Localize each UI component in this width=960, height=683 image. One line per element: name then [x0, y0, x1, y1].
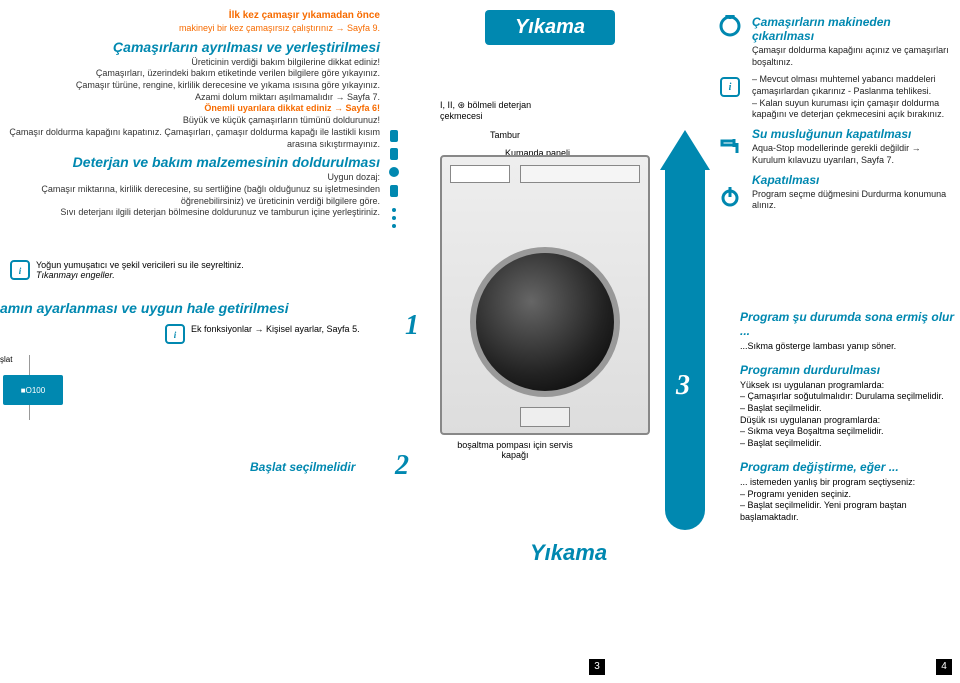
callout-drawer: I, II, ⊛ bölmeli deterjan çekmecesi [440, 100, 560, 121]
tap-header: Su musluğunun kapatılması [752, 127, 956, 141]
stop-b2f: – Başlat seçilmelidir. [740, 438, 955, 450]
arrow-head-icon [660, 130, 710, 170]
remove-i1a: – Mevcut olması muhtemel yabancı maddele… [752, 74, 956, 97]
stop-b2c: – Başlat seçilmelidir. [740, 403, 955, 415]
right-column: Çamaşırların makineden çıkarılması Çamaş… [716, 15, 956, 212]
note1: Yoğun yumuşatıcı ve şekil vericileri su … [36, 260, 244, 270]
separating-header: Çamaşırların ayrılması ve yerleştirilmes… [0, 39, 380, 55]
stop-header: Programın durdurulması [740, 363, 955, 377]
det-d3: Sıvı deterjanı ilgili deterjan bölmesine… [0, 207, 380, 219]
sep-b5: Büyük ve küçük çamaşırların tümünü doldu… [0, 115, 380, 127]
left-column: İlk kez çamaşır yıkamadan önce makineyi … [0, 10, 380, 219]
first-use-line1: İlk kez çamaşır yıkamadan önce [0, 10, 380, 21]
detergent-drawer [450, 165, 510, 183]
washing-title-bottom: Yıkama [530, 540, 607, 566]
control-panel [520, 165, 640, 183]
care-icons-column [388, 130, 400, 240]
tap-icon [716, 133, 744, 158]
step-number-1: 1 [405, 310, 419, 342]
step-number-2: 2 [395, 450, 409, 482]
stop-b2d: Düşük ısı uygulanan programlarda: [740, 415, 955, 427]
det-d2: Çamaşır miktarına, kirlilik derecesine, … [0, 184, 380, 207]
change-b3a: ... istemeden yanlış bir program seçtiys… [740, 477, 955, 489]
info-icon-2: i [10, 260, 30, 280]
change-b3b: – Programı yeniden seçiniz. [740, 489, 955, 501]
warning-line: Önemli uyarılara dikkat ediniz → Sayfa 6… [0, 103, 380, 115]
end-b1: ...Sıkma gösterge lambası yanıp söner. [740, 341, 955, 353]
change-b3c: – Başlat seçilmelidir. Yeni program başt… [740, 500, 955, 523]
change-header: Program değiştirme, eğer ... [740, 460, 955, 474]
stop-b2b: – Çamaşırlar soğutulmalıdır: Durulama se… [740, 391, 955, 403]
right-lower-column: Program şu durumda sona ermiş olur ... .… [740, 300, 955, 524]
detergent-header: Deterjan ve bakım malzemesinin doldurulm… [0, 154, 380, 170]
sep-b3: Çamaşır türüne, rengine, kirlilik derece… [0, 80, 380, 92]
sep-b2: Çamaşırları, üzerindeki bakım etiketinde… [0, 68, 380, 80]
note2: Tıkanmayı engeller. [36, 270, 115, 280]
center-column: Yıkama [400, 10, 700, 45]
stop-b2e: – Sıkma veya Boşaltma seçilmelidir. [740, 426, 955, 438]
remove-header: Çamaşırların makineden çıkarılması [752, 15, 956, 43]
page-number-4: 4 [936, 659, 952, 675]
sep-b4: Azami dolum miktarı aşılmamalıdır → Sayf… [0, 92, 380, 104]
info-icon-1: i [716, 77, 744, 97]
off-icon [716, 185, 744, 210]
off-header: Kapatılması [752, 173, 956, 187]
tap-body: Aqua-Stop modellerinde gerekli değildir … [752, 143, 956, 166]
sep-b6: Çamaşır doldurma kapağını kapatınız. Çam… [0, 127, 380, 150]
adjust-opt: Ek fonksiyonlar → Kişisel ayarlar, Sayfa… [191, 324, 360, 334]
washing-title: Yıkama [485, 10, 615, 45]
end-header: Program şu durumda sona ermiş olur ... [740, 310, 955, 338]
stop-b2a: Yüksek ısı uygulanan programlarda: [740, 380, 955, 392]
baslat-label: Başlat seçilmelidir [250, 460, 355, 474]
info-icon-3: i [165, 324, 185, 344]
dilute-note: i Yoğun yumuşatıcı ve şekil vericileri s… [10, 260, 370, 280]
step-number-3: 3 [676, 370, 690, 402]
first-use-line2: makineyi bir kez çamaşırsız çalıştırınız… [0, 23, 380, 35]
page-number-3: 3 [589, 659, 605, 675]
callout-drum: Tambur [490, 130, 520, 140]
sep-b1: Üreticinin verdiği bakım bilgilerine dik… [0, 57, 380, 69]
adjust-header: amın ayarlanması ve uygun hale getirilme… [0, 300, 289, 316]
display-value: ■O100 [3, 375, 63, 405]
adjust-body: i Ek fonksiyonlar → Kişisel ayarlar, Say… [165, 324, 365, 344]
det-d1: Uygun dozaj: [0, 172, 380, 184]
remove-b1: Çamaşır doldurma kapağını açınız ve çama… [752, 45, 956, 68]
remove-i1b: – Kalan suyun kuruması için çamaşır dold… [752, 98, 956, 121]
off-body: Program seçme düğmesini Durdurma konumun… [752, 189, 956, 212]
remove-icon [716, 15, 744, 40]
